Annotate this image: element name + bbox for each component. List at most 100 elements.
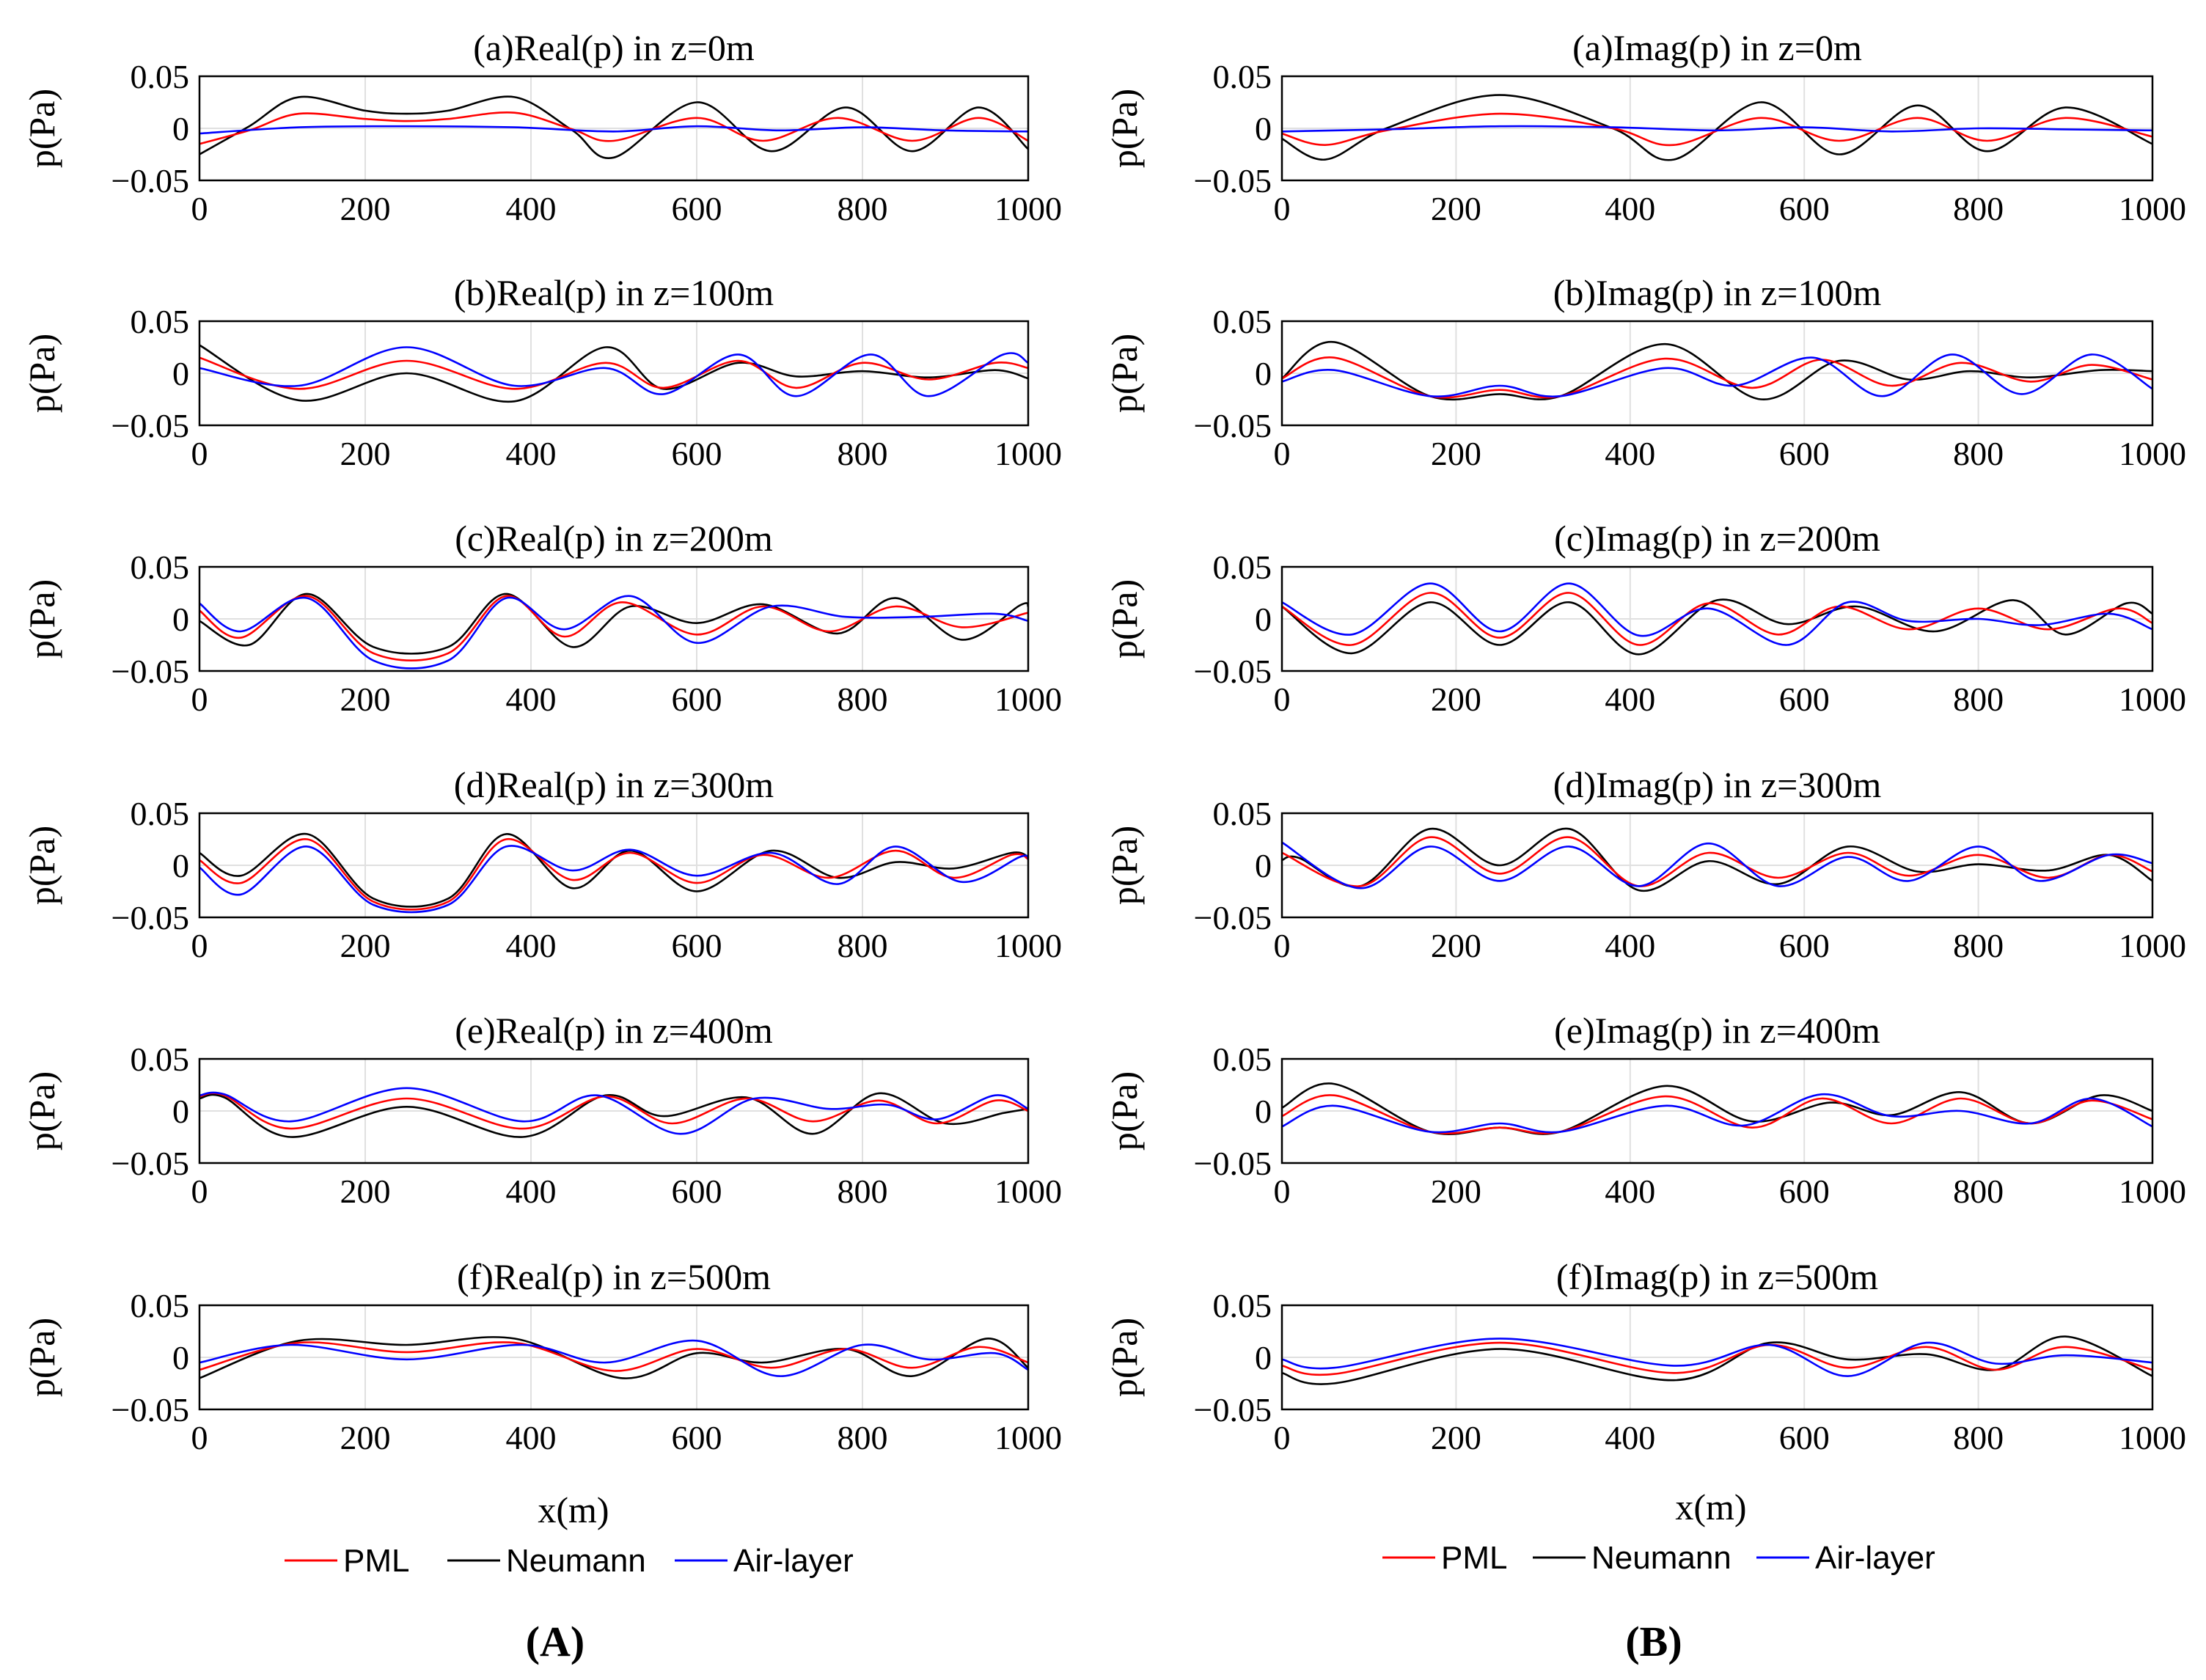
series-line-neumann xyxy=(199,95,1028,159)
y-axis-label: p(Pa) xyxy=(21,89,62,168)
x-tick-label: 0 xyxy=(191,190,208,227)
x-tick-label: 400 xyxy=(1605,435,1655,472)
x-tick-label: 0 xyxy=(1274,190,1291,227)
panel-label-b: (B) xyxy=(1625,1618,1682,1665)
x-tick-label: 600 xyxy=(672,681,722,718)
x-tick-label: 400 xyxy=(1605,681,1655,718)
x-tick-label: 1000 xyxy=(994,190,1062,227)
x-tick-label: 800 xyxy=(1953,190,2004,227)
x-tick-label: 800 xyxy=(1953,435,2004,472)
y-tick-label: 0.05 xyxy=(1213,1041,1272,1078)
axes-box xyxy=(198,320,1030,427)
x-tick-label: 800 xyxy=(838,681,888,718)
x-tick-label: 200 xyxy=(340,435,391,472)
x-tick-label: 400 xyxy=(1605,190,1655,227)
y-tick-label: 0 xyxy=(1255,601,1272,638)
y-tick-label: 0.05 xyxy=(1213,1287,1272,1324)
x-tick-label: 1000 xyxy=(2119,927,2186,964)
y-tick-label: 0.05 xyxy=(131,1287,190,1324)
y-tick-label: 0.05 xyxy=(1213,549,1272,586)
series-line-neumann xyxy=(199,1092,1028,1138)
subplot-title: (c)Imag(p) in z=200m xyxy=(1554,518,1880,559)
subplot-title: (d)Imag(p) in z=300m xyxy=(1553,764,1882,805)
series-line-air-layer xyxy=(1282,841,2152,889)
x-tick-label: 800 xyxy=(1953,681,2004,718)
x-tick-label: 800 xyxy=(838,927,888,964)
series-line-pml xyxy=(1282,592,2152,646)
subplot-a-5: 0 200 400 600 800 10000.050−0.05p(Pa)(f)Real(… xyxy=(21,1256,1062,1456)
x-tick-label: 0 xyxy=(191,1419,208,1456)
x-tick-label: 200 xyxy=(1431,190,1481,227)
y-tick-label: 0.05 xyxy=(131,1041,190,1078)
x-tick-label: 400 xyxy=(1605,1173,1655,1210)
x-tick-label: 400 xyxy=(506,1419,557,1456)
legend-label-air-layer: Air-layer xyxy=(733,1543,854,1579)
x-tick-label: 400 xyxy=(506,681,557,718)
y-tick-label: 0 xyxy=(172,847,189,884)
x-tick-label: 800 xyxy=(838,435,888,472)
subplot-a-3: 0 200 400 600 800 10000.050−0.05p(Pa)(d)Real(… xyxy=(21,764,1062,964)
panel-label-a: (A) xyxy=(526,1618,585,1665)
series-line-pml xyxy=(199,111,1028,145)
x-tick-label: 0 xyxy=(191,1173,208,1210)
x-tick-label: 1000 xyxy=(2119,435,2186,472)
series-line-pml xyxy=(199,595,1028,661)
x-tick-label: 200 xyxy=(340,190,391,227)
x-tick-label: 0 xyxy=(191,927,208,964)
x-tick-label: 1000 xyxy=(994,435,1062,472)
x-tick-label: 600 xyxy=(1779,927,1830,964)
y-axis-label: p(Pa) xyxy=(21,826,62,905)
y-tick-label: −0.05 xyxy=(111,1391,189,1428)
y-axis-label: p(Pa) xyxy=(1104,1318,1145,1397)
x-tick-label: 800 xyxy=(838,1419,888,1456)
series-line-pml xyxy=(199,1092,1028,1130)
axes-box xyxy=(198,812,1030,919)
x-axis-label-a: x(m) xyxy=(538,1489,609,1530)
y-axis-label: p(Pa) xyxy=(1104,826,1145,905)
subplot-title: (a)Real(p) in z=0m xyxy=(473,27,755,68)
y-tick-label: −0.05 xyxy=(111,407,189,444)
y-tick-label: 0 xyxy=(1255,847,1272,884)
x-tick-label: 400 xyxy=(506,1173,557,1210)
y-tick-label: 0 xyxy=(1255,1339,1272,1376)
x-tick-label: 800 xyxy=(838,1173,888,1210)
x-tick-label: 1000 xyxy=(2119,1419,2186,1456)
x-tick-label: 400 xyxy=(506,190,557,227)
axes-box xyxy=(1280,1057,2154,1164)
series-line-neumann xyxy=(1282,94,2152,161)
subplot-a-0: 0 200 400 600 800 10000.050−0.05p(Pa)(a)Real(… xyxy=(21,27,1062,227)
y-tick-label: 0 xyxy=(1255,355,1272,392)
y-tick-label: 0 xyxy=(172,110,189,147)
subplot-b-0: 0 200 400 600 800 10000.050−0.05p(Pa)(a)Imag(… xyxy=(1104,27,2186,227)
x-tick-label: 200 xyxy=(1431,927,1481,964)
x-tick-label: 600 xyxy=(1779,435,1830,472)
y-axis-label: p(Pa) xyxy=(1104,89,1145,168)
x-tick-label: 600 xyxy=(672,1419,722,1456)
subplot-title: (e)Imag(p) in z=400m xyxy=(1554,1010,1880,1051)
y-tick-label: 0 xyxy=(172,601,189,638)
x-tick-label: 1000 xyxy=(994,681,1062,718)
legend-b: PML Neumann Air-layer xyxy=(1382,1540,1935,1576)
series-line-neumann xyxy=(1282,1335,2152,1385)
subplot-title: (a)Imag(p) in z=0m xyxy=(1572,27,1862,68)
axes-box xyxy=(198,1057,1030,1164)
y-tick-label: −0.05 xyxy=(111,1145,189,1182)
y-tick-label: −0.05 xyxy=(1194,162,1272,199)
x-tick-label: 0 xyxy=(191,435,208,472)
series-line-air-layer xyxy=(1282,353,2152,398)
y-tick-label: 0.05 xyxy=(131,549,190,586)
x-tick-label: 600 xyxy=(1779,190,1830,227)
subplot-a-2: 0 200 400 600 800 10000.050−0.05p(Pa)(c)Real(… xyxy=(21,518,1062,718)
series-line-air-layer xyxy=(199,125,1028,135)
x-tick-label: 1000 xyxy=(2119,1173,2186,1210)
x-tick-label: 600 xyxy=(672,190,722,227)
x-tick-label: 0 xyxy=(1274,1173,1291,1210)
y-tick-label: 0 xyxy=(1255,1093,1272,1130)
x-tick-label: 0 xyxy=(191,681,208,718)
axes-box xyxy=(198,75,1030,182)
legend-label-pml: PML xyxy=(1441,1540,1507,1576)
subplot-title: (d)Real(p) in z=300m xyxy=(454,764,774,805)
series-line-pml xyxy=(199,356,1028,390)
series-line-neumann xyxy=(1282,827,2152,892)
y-tick-label: 0.05 xyxy=(131,58,190,95)
